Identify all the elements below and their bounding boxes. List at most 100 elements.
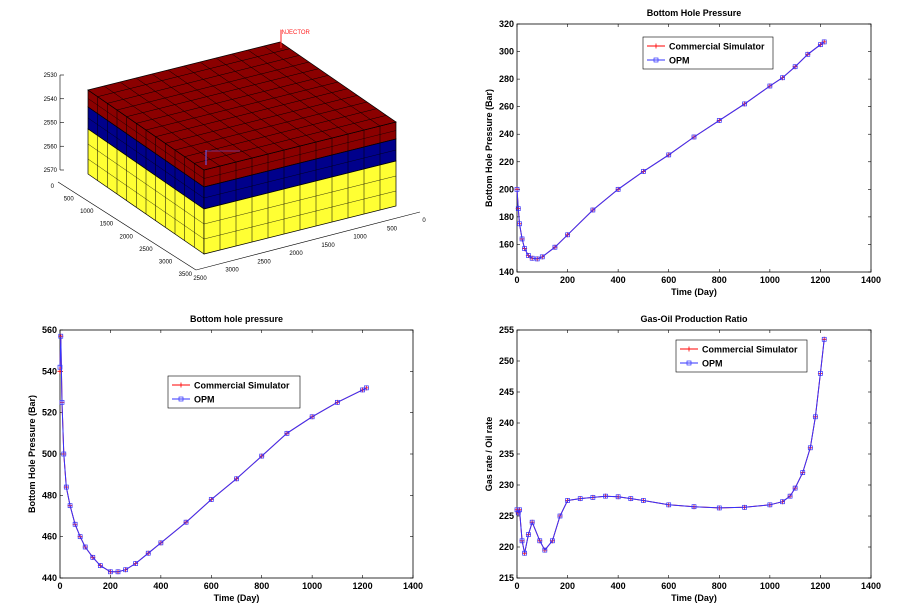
data-point-square — [57, 364, 63, 370]
data-point-square — [517, 507, 522, 513]
y-axis-label: Bottom Hole Pressure (Bar) — [27, 395, 37, 513]
right-axis-tick-label: 1500 — [321, 243, 335, 249]
left-ground-axis — [57, 181, 197, 271]
x-tick-label: 1400 — [861, 275, 881, 285]
series-line — [516, 339, 825, 554]
data-point-square — [767, 83, 773, 89]
x-tick-label: 1000 — [760, 275, 780, 285]
y-axis-label: Bottom Hole Pressure (Bar) — [484, 89, 494, 207]
x-tick-label: 200 — [103, 581, 118, 591]
z-axis-tick-label: 2530 — [44, 73, 58, 79]
x-tick-label: 400 — [153, 581, 168, 591]
data-point-square — [514, 186, 520, 192]
z-axis-tick-label: 2540 — [44, 97, 58, 103]
x-tick-label: 200 — [560, 275, 575, 285]
y-tick-label: 160 — [499, 239, 514, 249]
y-tick-label: 500 — [42, 449, 57, 459]
y-tick-label: 560 — [42, 325, 57, 335]
legend-box — [167, 375, 301, 409]
y-tick-label: 255 — [499, 325, 514, 335]
x-tick-label: 400 — [611, 581, 626, 591]
data-point-square — [821, 39, 827, 45]
data-point-square — [641, 498, 646, 503]
x-tick-label: 800 — [254, 581, 269, 591]
data-point-square — [108, 569, 113, 575]
data-point-square — [641, 169, 646, 174]
x-tick-label: 1000 — [302, 581, 322, 591]
legend-marker-star — [686, 346, 692, 352]
data-point-square — [364, 385, 369, 391]
data-point-square — [145, 550, 151, 556]
data-point-square — [58, 333, 64, 339]
x-tick-label: 1400 — [861, 581, 881, 591]
y-tick-label: 220 — [499, 542, 514, 552]
left-axis-tick-label: 500 — [64, 197, 75, 203]
data-point-square — [515, 510, 521, 516]
legend-label: Commercial Simulator — [194, 381, 290, 391]
left-axis-tick-label: 2000 — [119, 234, 133, 240]
y-tick-label: 235 — [499, 449, 514, 459]
x-tick-label: 400 — [611, 275, 626, 285]
legend-label: OPM — [194, 395, 215, 405]
right-axis-tick-label: 2000 — [289, 251, 303, 257]
data-point-square — [792, 485, 798, 491]
data-point-square — [742, 101, 747, 107]
left-axis-tick-label: 0 — [51, 184, 55, 190]
data-point-square — [514, 507, 520, 513]
y-tick-label: 520 — [42, 408, 57, 418]
y-tick-label: 220 — [499, 157, 514, 167]
data-point-square — [90, 554, 96, 560]
data-point-square — [780, 75, 785, 81]
right-axis-tick-label: 3000 — [225, 268, 239, 274]
data-point-square — [818, 371, 823, 376]
layer-grid-line — [87, 158, 397, 240]
x-tick-label: 1000 — [760, 581, 780, 591]
data-point-square — [183, 519, 189, 525]
legend: Commercial Simulator OPM — [675, 339, 808, 373]
x-tick-label: 1200 — [353, 581, 373, 591]
data-point-square — [519, 236, 525, 242]
data-point-square — [529, 519, 535, 525]
data-point-square — [565, 498, 570, 503]
data-point-square — [666, 152, 672, 158]
data-point-square — [807, 445, 813, 451]
chart-gas-oil-ratio: Gas-Oil Production Ratio 0 200 400 600 800 100… — [484, 314, 881, 603]
injector-label: INJECTOR — [280, 30, 311, 36]
right-axis-tick-label: 1000 — [353, 235, 367, 241]
data-point-square — [72, 521, 78, 527]
data-point-square — [813, 414, 818, 420]
top-grid-line — [263, 45, 381, 127]
legend-marker-square — [653, 57, 659, 63]
x-tick-label: 800 — [712, 581, 727, 591]
data-point-square — [115, 569, 121, 575]
left-axis-tick-label: 3500 — [179, 272, 193, 278]
y-tick-label: 240 — [499, 129, 514, 139]
chart-title: Bottom Hole Pressure — [647, 8, 742, 18]
x-tick-label: 0 — [57, 581, 62, 591]
x-tick-label: 600 — [204, 581, 219, 591]
data-point-square — [519, 538, 525, 544]
y-tick-label: 215 — [499, 573, 514, 583]
y-tick-label: 180 — [499, 212, 514, 222]
data-point-square — [522, 246, 527, 251]
x-axis-label: Time (Day) — [671, 287, 717, 297]
data-point-square — [742, 504, 747, 510]
data-point-square — [577, 496, 583, 501]
data-point-square — [603, 493, 608, 499]
y-tick-label: 140 — [499, 267, 514, 277]
right-ground-axis — [195, 211, 421, 271]
data-point-square — [309, 414, 315, 420]
layer-grid-line — [87, 98, 397, 179]
data-point-square — [628, 496, 634, 501]
x-tick-label: 0 — [514, 275, 519, 285]
data-point-square — [818, 42, 823, 48]
data-point-square — [515, 206, 521, 211]
right-axis-tick-label: 2500 — [193, 276, 207, 282]
data-point-square — [539, 254, 545, 260]
top-grid-line — [194, 115, 387, 164]
y-tick-label: 245 — [499, 387, 514, 397]
z-axis-tick-label: 2560 — [44, 144, 58, 150]
y-tick-label: 230 — [499, 480, 514, 490]
legend-label: OPM — [702, 359, 723, 369]
y-tick-label: 320 — [499, 19, 514, 29]
